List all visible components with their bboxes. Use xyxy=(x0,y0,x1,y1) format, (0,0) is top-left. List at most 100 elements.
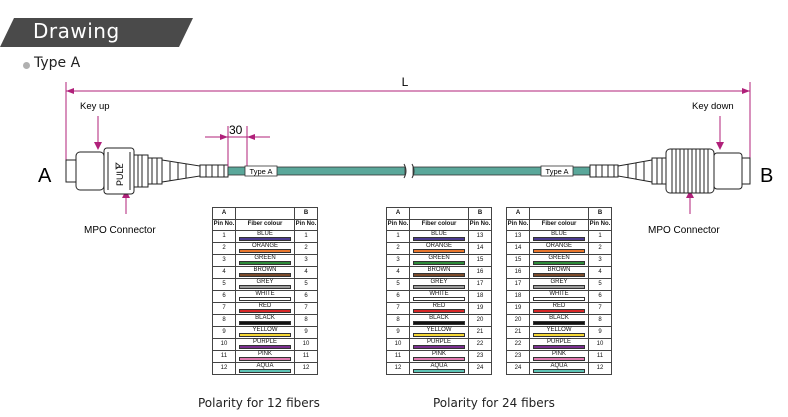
pin-a-cell: 2 xyxy=(386,242,410,255)
fiber-colour-name: BLUE xyxy=(257,231,273,237)
table-row: 23 PINK 11 xyxy=(506,350,612,363)
pin-b-cell: 12 xyxy=(294,362,318,375)
table-row: 13 BLUE 1 xyxy=(506,230,612,243)
fiber-colour-name: WHITE xyxy=(549,291,569,297)
end-b-label: B xyxy=(760,165,773,187)
caption-12-fibers: Polarity for 12 fibers xyxy=(198,396,320,410)
fiber-colour-name: PURPLE xyxy=(252,339,277,345)
boot-dimension-label: 30 xyxy=(229,123,243,137)
fiber-colour-swatch xyxy=(533,249,585,253)
pull-arrow-icon xyxy=(115,162,121,170)
fiber-colour-swatch xyxy=(533,321,585,325)
pin-b-cell: 8 xyxy=(588,314,612,327)
length-label: L xyxy=(402,75,409,89)
pull-label: PULL xyxy=(115,163,125,186)
right-mpo-connector xyxy=(589,148,751,194)
fiber-colour-cell: BLACK xyxy=(409,314,469,327)
pin-a-cell: 4 xyxy=(212,266,236,279)
connector-right-label: MPO Connector xyxy=(648,225,720,236)
table-row: 2 ORANGE 2 xyxy=(212,242,318,255)
section-title: Drawing xyxy=(33,19,120,43)
table-row: 14 ORANGE 2 xyxy=(506,242,612,255)
pin-a-cell: 5 xyxy=(386,278,410,291)
bullet-icon xyxy=(23,62,30,69)
fiber-colour-name: PURPLE xyxy=(426,339,451,345)
table-row: 6 WHITE 18 xyxy=(386,290,492,303)
fiber-colour-name: PINK xyxy=(431,351,446,357)
section-banner xyxy=(0,18,193,47)
fiber-colour-cell: BLUE xyxy=(409,230,469,243)
fiber-colour-name: WHITE xyxy=(255,291,275,297)
pin-a-cell: 8 xyxy=(212,314,236,327)
fiber-colour-name: RED xyxy=(258,303,272,309)
fiber-colour-cell: GREEN xyxy=(529,254,589,267)
fiber-colour-cell: ORANGE xyxy=(529,242,589,255)
key-up-arrow-icon xyxy=(94,142,102,150)
fiber-colour-cell: AQUA xyxy=(409,362,469,375)
fiber-colour-swatch xyxy=(239,297,291,301)
fiber-colour-name: GREEN xyxy=(428,255,450,261)
table-row: 9 YELLOW 21 xyxy=(386,326,492,339)
fiber-colour-name: BLACK xyxy=(429,315,449,321)
pin-a-cell: 13 xyxy=(506,230,530,243)
table-row: 17 GREY 5 xyxy=(506,278,612,291)
table-row: 5 GREY 5 xyxy=(212,278,318,291)
pin-b-cell: 1 xyxy=(294,230,318,243)
table-row: 6 WHITE 6 xyxy=(212,290,318,303)
pin-a-cell: 22 xyxy=(506,338,530,351)
fiber-colour-cell: WHITE xyxy=(235,290,295,303)
fiber-colour-cell: GREY xyxy=(409,278,469,291)
left-mpo-connector xyxy=(65,147,229,195)
fiber-colour-cell: PINK xyxy=(529,350,589,363)
pin-a-cell: 1 xyxy=(212,230,236,243)
fiber-colour-name: PINK xyxy=(257,351,272,357)
fiber-colour-cell: PURPLE xyxy=(529,338,589,351)
cable-tag-right: Type A xyxy=(546,167,569,176)
fiber-colour-name: BROWN xyxy=(547,267,571,273)
pin-b-cell: 9 xyxy=(588,326,612,339)
pin-b-cell: 2 xyxy=(294,242,318,255)
key-down-label: Key down xyxy=(692,101,734,112)
fiber-colour-swatch xyxy=(533,333,585,337)
pin-b-cell: 8 xyxy=(294,314,318,327)
fiber-colour-swatch xyxy=(239,357,291,361)
fiber-colour-name: AQUA xyxy=(430,363,448,369)
fiber-colour-swatch xyxy=(413,297,465,301)
pin-a-cell: 16 xyxy=(506,266,530,279)
fiber-colour-name: GREY xyxy=(256,279,274,285)
fiber-colour-cell: AQUA xyxy=(529,362,589,375)
pin-a-cell: 19 xyxy=(506,302,530,315)
pin-a-cell: 10 xyxy=(386,338,410,351)
pin-b-cell: 3 xyxy=(588,254,612,267)
pin-a-cell: 12 xyxy=(212,362,236,375)
fiber-colour-name: ORANGE xyxy=(545,243,572,249)
fiber-colour-swatch xyxy=(533,369,585,373)
fiber-colour-cell: PURPLE xyxy=(235,338,295,351)
fiber-colour-swatch xyxy=(533,309,585,313)
fiber-colour-cell: ORANGE xyxy=(235,242,295,255)
pin-b-cell: 3 xyxy=(294,254,318,267)
table-row: 12 AQUA 12 xyxy=(212,362,318,375)
fiber-colour-name: AQUA xyxy=(550,363,568,369)
table-row: 4 BROWN 16 xyxy=(386,266,492,279)
fiber-colour-name: BLUE xyxy=(431,231,447,237)
fiber-colour-cell: BROWN xyxy=(529,266,589,279)
fiber-colour-swatch xyxy=(239,321,291,325)
pin-a-cell: 6 xyxy=(386,290,410,303)
fiber-cable xyxy=(227,163,591,179)
table-row: 16 BROWN 4 xyxy=(506,266,612,279)
fiber-colour-name: RED xyxy=(432,303,446,309)
pin-b-cell: 4 xyxy=(588,266,612,279)
key-down-arrow-icon xyxy=(716,142,724,150)
fiber-colour-cell: WHITE xyxy=(529,290,589,303)
fiber-colour-cell: PURPLE xyxy=(409,338,469,351)
pin-b-cell: 23 xyxy=(468,350,492,363)
fiber-colour-cell: PINK xyxy=(409,350,469,363)
fiber-colour-cell: ORANGE xyxy=(409,242,469,255)
fiber-colour-name: YELLOW xyxy=(426,327,452,333)
pin-b-cell: 18 xyxy=(468,290,492,303)
fiber-colour-name: BROWN xyxy=(253,267,277,273)
caption-24-fibers: Polarity for 24 fibers xyxy=(433,396,555,410)
pin-b-cell: 6 xyxy=(588,290,612,303)
